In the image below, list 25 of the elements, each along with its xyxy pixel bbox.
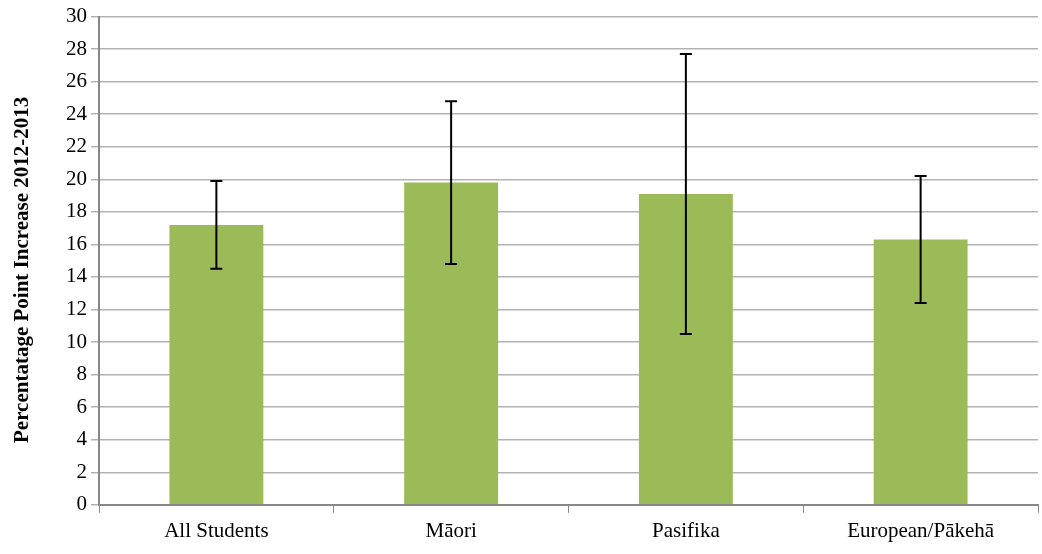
- y-tick-label: 4: [76, 426, 88, 451]
- y-tick-label: 12: [66, 296, 87, 321]
- y-axis-title: Percentatage Point Increase 2012-2013: [8, 95, 34, 446]
- y-tick-label: 6: [76, 393, 87, 418]
- y-tick-label: 0: [76, 491, 87, 516]
- x-tick-label: Pasifika: [652, 517, 721, 542]
- y-tick-label: 14: [66, 263, 88, 288]
- y-tick-label: 16: [66, 230, 87, 255]
- bar: [638, 193, 733, 505]
- x-tick-label: European/Pākehā: [847, 517, 995, 542]
- y-tick-label: 20: [66, 165, 87, 190]
- bar: [873, 239, 968, 505]
- y-tick-label: 10: [66, 328, 87, 353]
- y-tick-label: 22: [66, 133, 87, 158]
- bar: [169, 224, 264, 505]
- y-tick-label: 28: [66, 35, 87, 60]
- x-tick-label: Māori: [425, 517, 477, 542]
- y-tick-label: 26: [66, 68, 87, 93]
- y-tick-label: 18: [66, 198, 87, 223]
- y-tick-label: 2: [76, 458, 87, 483]
- y-tick-label: 8: [76, 361, 87, 386]
- y-tick-label: 30: [66, 3, 87, 28]
- bar: [404, 182, 499, 505]
- y-tick-label: 24: [66, 100, 88, 125]
- x-tick-label: All Students: [164, 517, 269, 542]
